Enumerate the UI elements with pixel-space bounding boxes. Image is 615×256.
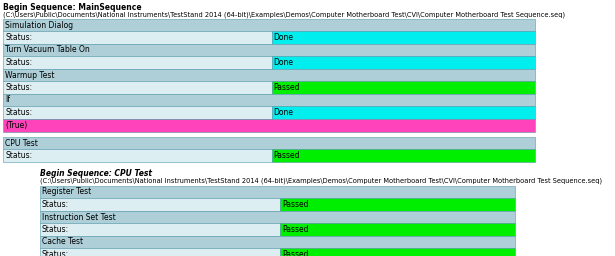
Bar: [3, 149, 272, 162]
Bar: [3, 137, 535, 149]
Bar: [40, 248, 280, 256]
Bar: [3, 56, 272, 69]
Bar: [40, 186, 515, 198]
Bar: [3, 94, 535, 106]
Bar: [272, 149, 535, 162]
Text: Passed: Passed: [282, 250, 308, 256]
Bar: [272, 31, 535, 44]
Text: Passed: Passed: [274, 83, 300, 92]
Text: Done: Done: [274, 33, 293, 42]
Bar: [40, 236, 515, 248]
Text: Status:: Status:: [42, 250, 69, 256]
Text: Passed: Passed: [274, 151, 300, 160]
Bar: [280, 248, 515, 256]
Bar: [280, 223, 515, 236]
Text: Register Test: Register Test: [42, 187, 91, 197]
Text: If: If: [5, 95, 10, 104]
Bar: [272, 81, 535, 94]
Bar: [40, 198, 280, 211]
Bar: [280, 198, 515, 211]
Bar: [3, 44, 535, 56]
Text: Passed: Passed: [282, 225, 308, 234]
Bar: [40, 211, 515, 223]
Bar: [272, 106, 535, 119]
Bar: [3, 19, 535, 31]
Text: Done: Done: [274, 108, 293, 117]
Text: CPU Test: CPU Test: [5, 138, 38, 147]
Bar: [3, 69, 535, 81]
Text: (C:\Users\Public\Documents\National Instruments\TestStand 2014 (64-bit)\Examples: (C:\Users\Public\Documents\National Inst…: [3, 11, 565, 17]
Text: Begin Sequence: CPU Test: Begin Sequence: CPU Test: [40, 169, 152, 178]
Text: Instruction Set Test: Instruction Set Test: [42, 212, 116, 221]
Text: Cache Test: Cache Test: [42, 238, 83, 247]
Text: (True): (True): [5, 121, 27, 130]
Bar: [40, 223, 280, 236]
Bar: [3, 81, 272, 94]
Text: Turn Vacuum Table On: Turn Vacuum Table On: [5, 46, 90, 55]
Text: Status:: Status:: [5, 83, 32, 92]
Text: Simulation Dialog: Simulation Dialog: [5, 20, 73, 29]
Text: Status:: Status:: [5, 58, 32, 67]
Text: (C:\Users\Public\Documents\National Instruments\TestStand 2014 (64-bit)\Examples: (C:\Users\Public\Documents\National Inst…: [40, 178, 602, 185]
Bar: [3, 119, 535, 132]
Bar: [3, 106, 272, 119]
Text: Status:: Status:: [42, 225, 69, 234]
Text: Status:: Status:: [5, 108, 32, 117]
Bar: [272, 56, 535, 69]
Text: Passed: Passed: [282, 200, 308, 209]
Text: Status:: Status:: [5, 151, 32, 160]
Text: Done: Done: [274, 58, 293, 67]
Text: Warmup Test: Warmup Test: [5, 70, 55, 80]
Bar: [3, 31, 272, 44]
Text: Status:: Status:: [42, 200, 69, 209]
Text: Begin Sequence: MainSequence: Begin Sequence: MainSequence: [3, 3, 141, 12]
Text: Status:: Status:: [5, 33, 32, 42]
